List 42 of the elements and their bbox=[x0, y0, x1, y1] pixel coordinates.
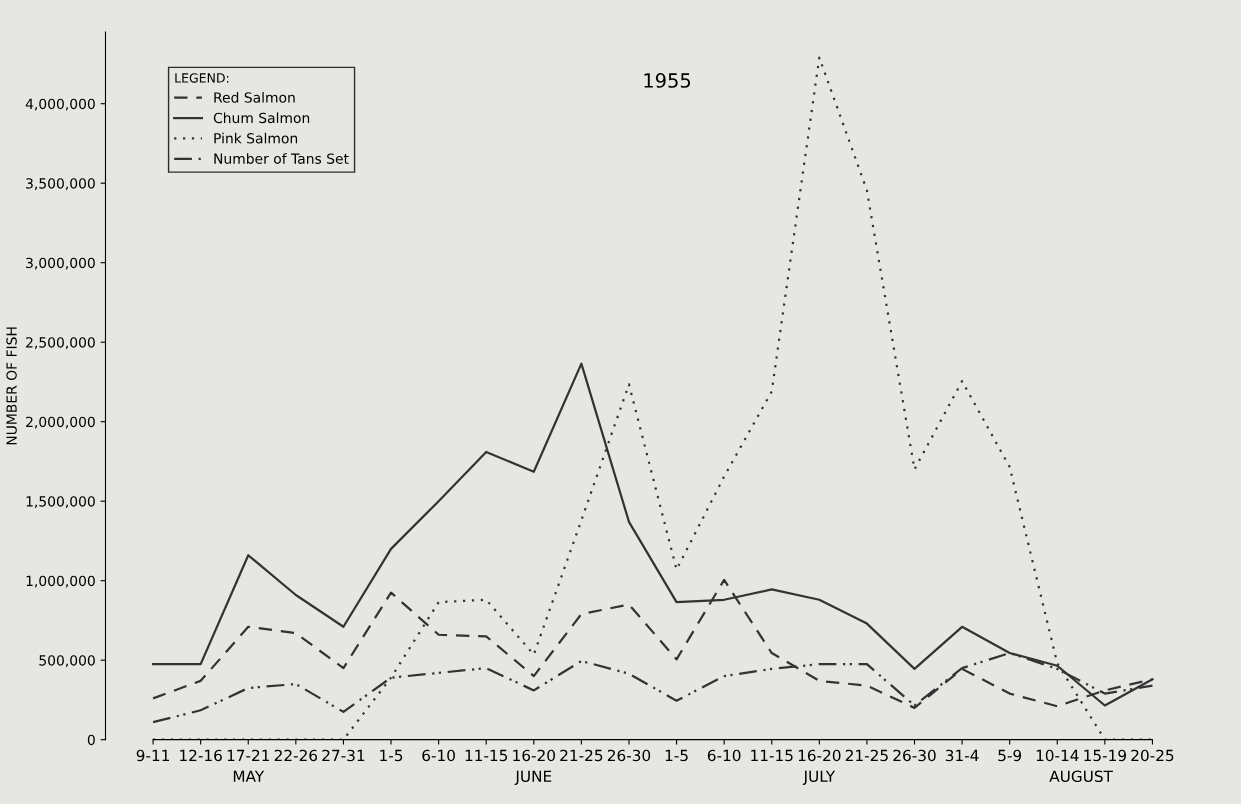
x-tick-label: 21-25 bbox=[560, 749, 603, 762]
x-tick-label: 1-5 bbox=[380, 749, 403, 762]
x-tick-label: 26-30 bbox=[607, 749, 651, 762]
x-tick-label: 1-5 bbox=[665, 749, 688, 762]
y-tick-label: 2,500,000 bbox=[26, 337, 95, 350]
y-tick-label: 4,000,000 bbox=[25, 98, 95, 111]
y-tick-label: 3,500,000 bbox=[26, 178, 95, 191]
text: JULY bbox=[802, 770, 836, 785]
x-tick-label: 5-9 bbox=[998, 749, 1022, 762]
x-tick-label: 12-16 bbox=[180, 749, 222, 762]
x-tick-label: 16-20 bbox=[513, 749, 555, 762]
y-tick-label: 1,000,000 bbox=[26, 575, 95, 588]
x-tick-label: 10-14 bbox=[1036, 749, 1079, 762]
x-tick-label: 11-15 bbox=[465, 749, 508, 762]
x-tick-label: 27-31 bbox=[322, 749, 365, 762]
x-tick-label: 21-25 bbox=[845, 749, 888, 762]
legend-label: Number of Tans Set bbox=[214, 153, 349, 164]
text: MAY bbox=[233, 770, 265, 782]
x-tick-label: 17-21 bbox=[227, 749, 270, 762]
y-axis-title: NUMBER OF FISH bbox=[6, 327, 17, 445]
x-tick-label: 6-10 bbox=[422, 749, 455, 762]
legend-label: Pink Salmon bbox=[214, 132, 298, 144]
y-tick-label: 1,500,000 bbox=[26, 496, 95, 509]
legend-title: LEGEND: bbox=[175, 73, 229, 83]
x-tick-label: 9-11 bbox=[136, 749, 169, 762]
y-tick-label: 0 bbox=[87, 734, 95, 746]
x-tick-label: 11-15 bbox=[751, 749, 793, 762]
x-tick-label: 20-25 bbox=[1131, 749, 1174, 762]
x-tick-label: 16-20 bbox=[798, 749, 841, 762]
legend-label: Red Salmon bbox=[214, 92, 295, 103]
legend-label: Chum Salmon bbox=[213, 112, 310, 124]
x-tick-label: 15-19 bbox=[1084, 749, 1126, 762]
x-tick-label: 26-30 bbox=[893, 749, 936, 762]
y-tick-label: 2,000,000 bbox=[26, 416, 95, 429]
x-tick-label: 6-10 bbox=[707, 749, 741, 762]
y-tick-label: 3,000,000 bbox=[26, 257, 95, 270]
x-tick-label: 22-26 bbox=[274, 749, 318, 762]
y-tick-label: 500,000 bbox=[39, 655, 95, 668]
text: AUGUST bbox=[1049, 770, 1113, 783]
text: JUNE bbox=[514, 770, 552, 785]
x-tick-label: 31-4 bbox=[945, 749, 979, 762]
text: 1955 bbox=[644, 73, 691, 88]
